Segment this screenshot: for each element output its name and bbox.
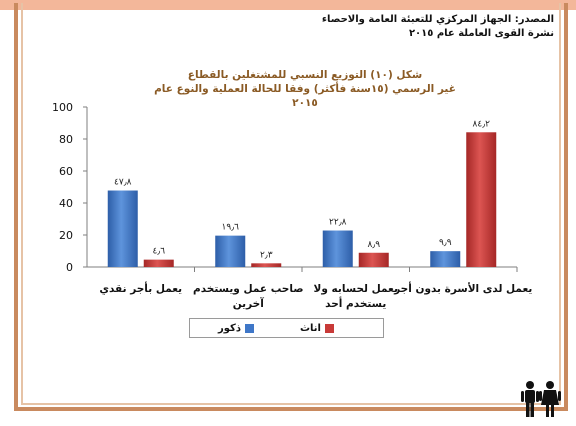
legend-label-male: ذكور [218, 323, 241, 334]
data-label: ١٩٫٦ [222, 223, 240, 233]
source-note: المصدر: الجهاز المركزي للتعبئة العامة وا… [194, 13, 554, 41]
data-label: ٩٫٩ [439, 238, 452, 248]
bar-male [322, 230, 353, 267]
y-tick-label: 60 [59, 165, 73, 178]
bar-female [143, 259, 174, 267]
y-tick-label: 40 [59, 197, 73, 210]
family-icon [517, 380, 563, 418]
y-tick-label: 0 [66, 261, 73, 274]
y-tick-label: 20 [59, 229, 73, 242]
page-frame-inner [21, 3, 561, 405]
source-line-1: المصدر: الجهاز المركزي للتعبئة العامة وا… [321, 14, 554, 25]
y-tick-label: 80 [59, 133, 73, 146]
x-category-label: آخرين [233, 297, 264, 310]
x-category-label: يعمل لحسابه ولا [314, 283, 398, 295]
bar-male [107, 190, 138, 267]
bar-female [466, 132, 497, 267]
x-category-label: صاحب عمل ويستخدم [193, 283, 303, 295]
top-decorative-band [0, 0, 576, 10]
bar-female [251, 263, 282, 267]
data-label: ٢٫٣ [260, 250, 273, 260]
chart-legend: اناث ذكور [189, 318, 384, 338]
legend-label-female: اناث [300, 323, 321, 334]
y-tick-label: 100 [52, 101, 73, 114]
data-label: ٢٢٫٨ [329, 218, 347, 228]
x-category-label: يعمل بأجر نقدي [99, 281, 182, 295]
x-category-label: يعمل لدى الأسرة بدون أجر [393, 281, 532, 295]
chart-title-line-1: شكل (١٠) التوزيع النسبي للمشتغلين بالقطا… [187, 69, 423, 81]
chart-labels: ٤٧٫٨ ٤٫٦ يعمل بأجر نقدي ١٩٫٦ ٢٫٣ صاحب عمل ويس… [99, 119, 532, 310]
data-label: ٨٫٩ [367, 240, 380, 250]
bar-female [358, 252, 389, 267]
bar-male [215, 235, 246, 267]
bar-male [430, 251, 461, 267]
data-label: ٨٤٫٢ [473, 119, 491, 129]
data-label: ٤٫٦ [152, 247, 165, 257]
legend-item-female: اناث [300, 322, 334, 335]
x-category-label: يستخدم أحد [325, 296, 386, 310]
legend-swatch-female [325, 324, 334, 333]
legend-swatch-male [244, 324, 254, 333]
page-frame [14, 3, 568, 411]
legend-item-male: ذكور [218, 322, 254, 335]
chart-title: شكل (١٠) التوزيع النسبي للمشتغلين بالقطا… [140, 68, 470, 110]
chart-bars [107, 132, 497, 267]
data-label: ٤٧٫٨ [114, 178, 132, 188]
chart-title-line-2: غير الرسمي (١٥سنة فأكثر) وفقا للحالة الع… [154, 83, 456, 109]
source-line-2: نشرة القوى العاملة عام ٢٠١٥ [408, 28, 554, 39]
